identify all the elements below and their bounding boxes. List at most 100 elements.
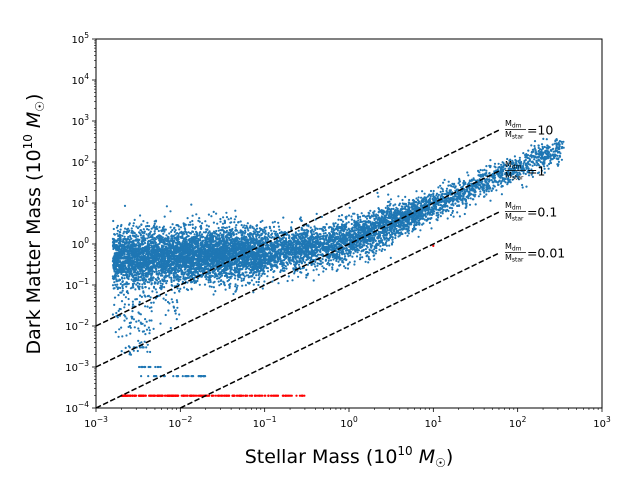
galaxy-point bbox=[245, 271, 248, 274]
galaxy-point bbox=[120, 223, 123, 227]
galaxy-point bbox=[314, 228, 317, 231]
galaxy-point bbox=[385, 240, 388, 243]
galaxy-point bbox=[122, 293, 125, 296]
galaxy-point bbox=[133, 256, 136, 259]
galaxy-point bbox=[495, 189, 498, 192]
galaxy-point bbox=[159, 282, 162, 285]
galaxy-point bbox=[208, 285, 211, 288]
galaxy-point bbox=[415, 197, 418, 200]
galaxy-point bbox=[117, 309, 120, 312]
galaxy-point bbox=[263, 280, 266, 283]
galaxy-point bbox=[120, 276, 124, 279]
galaxy-point bbox=[178, 228, 181, 231]
galaxy-point bbox=[174, 312, 177, 315]
galaxy-point bbox=[435, 192, 439, 195]
galaxy-point bbox=[121, 289, 124, 292]
galaxy-point bbox=[212, 281, 215, 284]
galaxy-point bbox=[169, 210, 172, 213]
galaxy-point bbox=[297, 275, 300, 278]
galaxy-point bbox=[207, 225, 210, 228]
galaxy-point bbox=[222, 280, 225, 283]
galaxy-point bbox=[191, 223, 194, 226]
galaxy-point bbox=[115, 285, 118, 288]
galaxy-point bbox=[356, 251, 359, 254]
galaxy-point bbox=[132, 224, 135, 227]
galaxy-point bbox=[150, 310, 153, 313]
galaxy-point bbox=[252, 283, 255, 286]
galaxy-point bbox=[415, 190, 418, 193]
galaxy-point bbox=[287, 275, 290, 278]
galaxy-point bbox=[242, 226, 245, 229]
galaxy-point bbox=[322, 270, 325, 273]
galaxy-point bbox=[142, 274, 145, 277]
galaxy-point bbox=[125, 285, 128, 288]
galaxy-point bbox=[250, 271, 253, 274]
galaxy-point bbox=[359, 253, 362, 256]
galaxy-point bbox=[116, 224, 119, 227]
galaxy-point bbox=[168, 232, 171, 235]
galaxy-point bbox=[322, 237, 325, 240]
galaxy-point bbox=[439, 184, 442, 187]
galaxy-point bbox=[149, 296, 152, 299]
galaxy-point bbox=[131, 232, 134, 235]
galaxy-point bbox=[332, 222, 335, 225]
galaxy-point bbox=[258, 276, 261, 279]
galaxy-point bbox=[418, 223, 421, 226]
galaxy-point bbox=[557, 160, 561, 163]
galaxy-point bbox=[235, 233, 238, 236]
galaxy-point bbox=[243, 224, 246, 227]
galaxy-point bbox=[278, 228, 281, 231]
galaxy-point bbox=[322, 267, 325, 270]
galaxy-point bbox=[458, 215, 461, 218]
galaxy-point bbox=[277, 225, 280, 228]
galaxy-point bbox=[130, 317, 134, 320]
galaxy-point bbox=[317, 273, 320, 276]
galaxy-point bbox=[131, 305, 134, 308]
galaxy-point bbox=[240, 224, 243, 227]
galaxy-point bbox=[234, 285, 237, 288]
galaxy-point bbox=[469, 197, 472, 200]
galaxy-point bbox=[447, 180, 450, 183]
galaxy-point bbox=[255, 235, 258, 238]
galaxy-point bbox=[397, 195, 400, 198]
galaxy-point bbox=[150, 246, 153, 249]
galaxy-point bbox=[451, 211, 454, 214]
galaxy-point bbox=[131, 303, 135, 306]
galaxy-point bbox=[277, 282, 280, 285]
galaxy-point bbox=[223, 274, 226, 278]
galaxy-point bbox=[148, 287, 151, 290]
galaxy-point bbox=[114, 283, 117, 286]
galaxy-point bbox=[183, 268, 186, 271]
galaxy-point bbox=[158, 226, 161, 229]
galaxy-point bbox=[185, 233, 188, 236]
galaxy-point bbox=[198, 283, 201, 286]
galaxy-point bbox=[144, 295, 147, 298]
galaxy-point bbox=[198, 217, 201, 220]
galaxy-point bbox=[162, 232, 165, 235]
galaxy-point bbox=[299, 216, 302, 219]
galaxy-point bbox=[292, 267, 295, 270]
galaxy-point bbox=[153, 230, 156, 233]
galaxy-point bbox=[277, 243, 281, 246]
galaxy-point bbox=[113, 296, 117, 299]
galaxy-point bbox=[132, 318, 135, 321]
galaxy-point bbox=[212, 286, 215, 289]
galaxy-point bbox=[258, 236, 261, 239]
galaxy-point bbox=[165, 293, 168, 296]
galaxy-point bbox=[316, 264, 319, 267]
galaxy-point bbox=[345, 258, 348, 261]
galaxy-point bbox=[135, 283, 138, 286]
galaxy-point bbox=[152, 286, 156, 289]
galaxy-point bbox=[531, 164, 534, 167]
galaxy-point bbox=[161, 282, 164, 286]
galaxy-point bbox=[445, 187, 449, 190]
galaxy-point bbox=[426, 195, 429, 198]
galaxy-point bbox=[312, 279, 315, 282]
galaxy-point bbox=[316, 227, 319, 230]
galaxy-point bbox=[271, 232, 274, 235]
galaxy-point bbox=[191, 226, 194, 229]
galaxy-point bbox=[152, 233, 155, 236]
galaxy-point bbox=[141, 278, 144, 282]
galaxy-point bbox=[386, 229, 389, 232]
galaxy-point bbox=[321, 258, 324, 261]
